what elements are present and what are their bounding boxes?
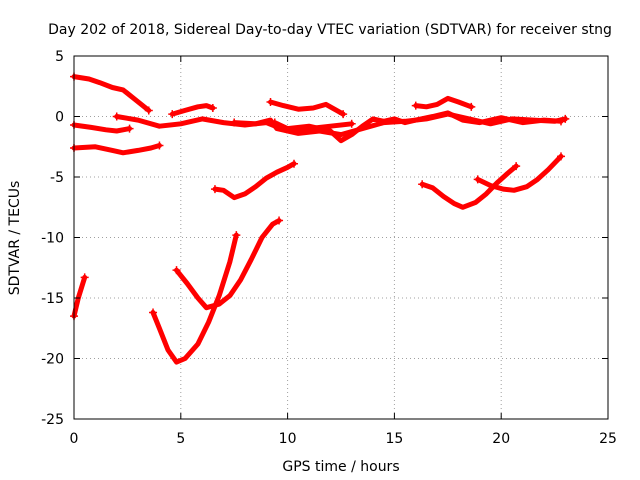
x-tick-label: 20 (492, 431, 510, 447)
y-tick-label: -5 (50, 170, 64, 186)
plus-marker (347, 119, 356, 128)
plus-marker (172, 266, 181, 275)
series-trace (71, 143, 162, 156)
series-track-14 (418, 162, 521, 210)
series-trace (475, 153, 564, 193)
y-tick-label: -10 (41, 231, 64, 247)
series-trace (419, 163, 519, 210)
series-trace (272, 110, 564, 144)
series-track-13 (172, 216, 284, 311)
plus-marker (557, 152, 566, 161)
x-tick-label: 10 (279, 431, 297, 447)
series-trace (268, 99, 346, 117)
plus-marker (112, 112, 121, 121)
plus-marker (418, 180, 427, 189)
plus-marker (473, 175, 482, 184)
series-track-12 (149, 231, 241, 365)
plus-marker (232, 231, 241, 240)
x-tick-label: 15 (385, 431, 403, 447)
plus-marker (467, 102, 476, 111)
y-tick-label: -20 (41, 352, 64, 368)
y-tick-label: -15 (41, 291, 64, 307)
series-track-11 (210, 159, 299, 201)
plus-marker (411, 101, 420, 110)
plus-marker (266, 97, 275, 106)
plus-marker (80, 273, 89, 282)
plus-marker (339, 110, 348, 119)
chart-title: Day 202 of 2018, Sidereal Day-to-day VTE… (48, 22, 612, 38)
axis-ticks: 0 5 10 15 20 25 -25 -20 -15 -10 -5 0 5 (41, 49, 617, 447)
plus-marker (125, 124, 134, 133)
series-trace (174, 218, 282, 311)
series-trace (212, 161, 297, 201)
plus-marker (168, 110, 177, 119)
series-track-15 (473, 152, 566, 193)
plus-marker (270, 118, 279, 127)
series-trace (71, 74, 152, 113)
y-tick-label: 5 (55, 49, 64, 65)
plus-marker (210, 185, 219, 194)
plus-marker (275, 216, 284, 225)
x-axis-label: GPS time / hours (282, 459, 399, 475)
plus-marker (561, 114, 570, 123)
series-trace (169, 103, 216, 117)
plus-marker (557, 117, 566, 126)
series-track-8 (266, 97, 348, 119)
plus-marker (230, 118, 239, 127)
x-tick-label: 0 (70, 431, 79, 447)
series-trace (150, 232, 239, 365)
plus-marker (512, 162, 521, 171)
plus-marker (155, 141, 164, 150)
plus-marker (208, 104, 217, 113)
y-tick-label: -25 (41, 412, 64, 428)
x-tick-label: 5 (176, 431, 185, 447)
plus-marker (290, 159, 299, 168)
series-track-10 (411, 95, 476, 111)
series-track-9 (270, 110, 566, 144)
plus-marker (144, 106, 153, 115)
series-track-6 (168, 103, 217, 119)
y-axis-label: SDTVAR / TECUs (7, 181, 23, 296)
series-trace (413, 95, 474, 110)
x-tick-label: 25 (599, 431, 617, 447)
series-trace (71, 122, 132, 134)
y-tick-label: 0 (55, 110, 64, 126)
plus-marker (149, 308, 158, 317)
